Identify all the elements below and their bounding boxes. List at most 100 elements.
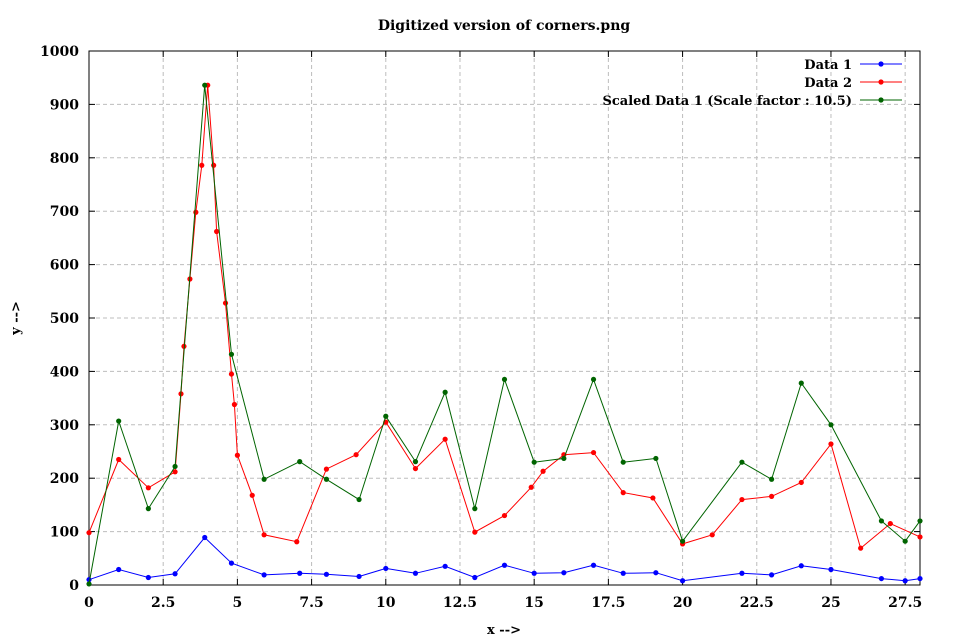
data-point [323,476,330,482]
data-point [858,545,864,551]
data-point [528,484,534,490]
data-point [145,485,151,491]
data-point [442,436,448,442]
data-point [172,463,178,470]
data-point [561,570,567,576]
data-point [917,534,923,540]
data-point [531,459,537,465]
data-point [472,506,478,512]
series-layer [86,82,923,587]
data-point [709,532,715,538]
y-tick-label: 1000 [40,44,79,60]
data-point [887,520,893,527]
data-point [620,570,626,576]
data-point [86,581,92,587]
data-point [193,209,199,215]
data-point [202,82,208,88]
data-point [116,418,122,424]
chart-title: Digitized version of corners.png [378,18,631,34]
data-point [228,351,235,357]
data-point [917,518,923,524]
x-tick-label: 20 [673,595,693,611]
x-tick-label: 2.5 [151,595,175,611]
data-point [501,562,508,568]
data-point [297,459,303,465]
y-tick-label: 700 [50,204,79,220]
data-point [798,563,804,569]
legend-label: Data 2 [804,76,852,91]
series-3 [86,82,923,587]
y-tick-label: 0 [69,578,79,594]
data-point [145,574,151,581]
data-point [679,538,686,544]
data-point [116,456,122,463]
x-tick-label: 27.5 [888,595,922,611]
y-tick-label: 100 [50,525,79,541]
data-point [412,465,419,472]
data-point [653,455,659,462]
x-tick-label: 0 [84,595,94,611]
y-axis-label: y --> [9,301,24,336]
data-point [798,380,804,386]
data-point [383,413,389,419]
x-tick-label: 10 [376,595,396,611]
y-tick-label: 600 [50,258,79,274]
data-point [769,476,775,482]
series-1 [86,534,923,584]
data-point [412,570,419,576]
data-point [769,572,775,578]
data-point [442,389,448,395]
data-point [472,529,478,535]
data-point [828,422,834,428]
data-point [653,570,659,576]
data-point [620,459,626,465]
data-point [531,570,537,576]
data-point [620,490,626,496]
data-point [917,575,923,582]
data-point [739,496,745,503]
data-point [442,563,448,569]
data-point [590,376,597,383]
axis-ticks: 0 2.5 5 7.5 10 12.5 15 17.5 20 22.5 25 27.5 0 100 200 3… [40,44,922,611]
data-point [383,565,389,572]
data-point [412,459,419,465]
data-point [228,371,235,377]
series-line [88,536,921,582]
data-point [798,479,804,486]
x-tick-label: 7.5 [299,595,323,611]
data-point [828,566,834,573]
legend-label: Scaled Data 1 (Scale factor : 10.5) [602,94,852,109]
data-point [249,492,255,498]
data-point [145,506,151,512]
data-point [540,468,546,474]
data-point [679,578,686,584]
data-point [356,573,362,580]
y-tick-label: 200 [50,471,79,487]
data-point [261,572,267,578]
legend-label: Data 1 [804,58,852,73]
data-point [501,376,508,383]
y-tick-label: 800 [50,151,79,167]
data-point [902,578,908,584]
legend-swatch-marker [878,61,884,67]
data-point [211,162,217,168]
x-tick-label: 22.5 [740,595,774,611]
x-tick-label: 25 [821,595,840,611]
data-point [650,495,656,501]
x-tick-label: 15 [524,595,543,611]
data-point [769,493,775,499]
grid-lines [89,51,920,585]
x-tick-label: 5 [233,595,243,611]
y-tick-label: 400 [50,364,79,380]
data-point [199,162,205,168]
data-point [234,452,240,458]
y-tick-label: 300 [50,418,79,434]
legend: Data 1 Data 2 Scaled Data 1 (Scale factor … [602,58,902,109]
data-point [828,441,834,447]
data-point [561,455,567,462]
data-point [323,466,330,472]
data-point [501,512,508,519]
y-tick-label: 500 [50,311,79,327]
data-point [356,496,362,503]
